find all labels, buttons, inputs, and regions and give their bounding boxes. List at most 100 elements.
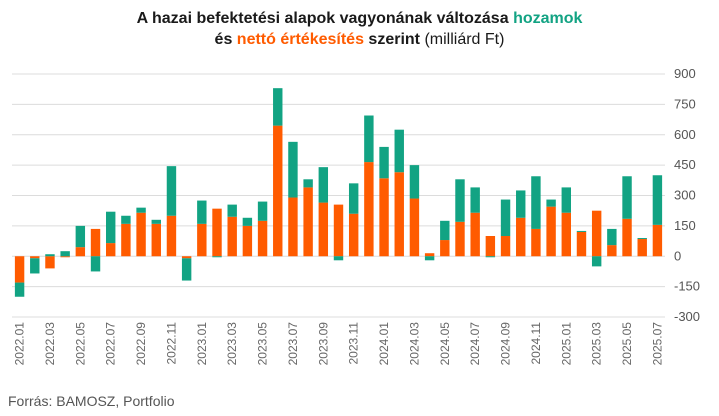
bar-hozamok-2022-08 (121, 215, 131, 224)
bar-netto_ertekesites-2023-12 (364, 162, 374, 257)
title-line-1: A hazai befektetési alapok vagyonának vá… (0, 8, 719, 29)
x-tick-label: 2023.05 (256, 322, 270, 366)
bar-hozamok-2022-09 (136, 207, 146, 213)
bar-netto_ertekesites-2024-05 (440, 240, 450, 257)
x-tick-label: 2022.01 (13, 322, 27, 366)
x-tick-label: 2025.01 (559, 322, 573, 366)
bar-hozamok-2022-12 (181, 258, 192, 281)
bar-netto_ertekesites-2023-03 (227, 216, 237, 257)
bar-hozamok-2024-06 (455, 179, 465, 222)
bar-netto_ertekesites-2023-06 (273, 125, 283, 257)
bar-hozamok-2022-07 (106, 211, 116, 244)
bar-netto_ertekesites-2022-04 (60, 256, 70, 258)
y-tick-labels: -300 -150 0 150 300 450 600 750 900 (674, 66, 700, 324)
x-tick-label: 2022.07 (104, 322, 118, 366)
x-tick-label: 2022.11 (164, 322, 178, 365)
bar-netto_ertekesites-2025-03 (591, 210, 602, 257)
bar-netto_ertekesites-2024-09 (500, 236, 511, 257)
bar-hozamok-2024-11 (531, 176, 541, 229)
bar-hozamok-2023-12 (364, 115, 374, 163)
y-tick-label: 450 (674, 157, 696, 172)
x-tick-label: 2023.01 (195, 322, 209, 366)
bar-hozamok-2023-02 (212, 256, 222, 258)
bar-hozamok-2023-06 (273, 88, 283, 126)
x-tick-label: 2025.07 (650, 322, 664, 366)
bar-netto_ertekesites-2023-10 (333, 204, 344, 257)
bar-hozamok-2025-05 (622, 176, 632, 219)
bar-netto_ertekesites-2025-04 (607, 245, 617, 257)
title-highlight-hozamok: hozamok (513, 10, 583, 27)
y-tick-label: 900 (674, 66, 696, 81)
bar-hozamok-2023-03 (227, 204, 237, 217)
bar-netto_ertekesites-2023-07 (288, 197, 298, 257)
bar-netto_ertekesites-2024-04 (424, 253, 435, 257)
bar-hozamok-2022-03 (45, 254, 55, 257)
bar-netto_ertekesites-2022-11 (166, 215, 177, 257)
x-tick-label: 2024.09 (499, 322, 513, 366)
bar-netto_ertekesites-2025-07 (652, 224, 663, 257)
bar-hozamok-2023-08 (303, 179, 313, 188)
bar-netto_ertekesites-2024-07 (470, 212, 480, 257)
bar-hozamok-2024-08 (485, 256, 496, 258)
bar-hozamok-2025-03 (591, 256, 602, 267)
bar-netto_ertekesites-2025-02 (576, 231, 587, 257)
bar-hozamok-2024-07 (470, 187, 480, 213)
bar-hozamok-2025-01 (561, 187, 571, 213)
bar-netto_ertekesites-2023-08 (303, 187, 313, 257)
bar-netto_ertekesites-2024-11 (531, 228, 541, 257)
y-tick-label: 300 (674, 188, 696, 203)
title-start-2: és (214, 31, 233, 48)
bar-hozamok-2023-07 (288, 141, 298, 198)
bar-hozamok-2024-01 (379, 146, 389, 179)
bar-hozamok-2023-01 (197, 200, 207, 224)
bar-netto_ertekesites-2024-06 (455, 221, 465, 257)
bar-netto_ertekesites-2023-09 (318, 202, 329, 257)
bar-netto_ertekesites-2024-10 (516, 217, 526, 257)
bar-netto_ertekesites-2024-12 (546, 206, 556, 257)
y-tick-label: -300 (674, 309, 700, 324)
bar-hozamok-2023-05 (257, 201, 268, 221)
x-tick-label: 2023.09 (316, 322, 330, 366)
bar-netto_ertekesites-2022-07 (106, 243, 116, 257)
bar-netto_ertekesites-2025-05 (622, 218, 632, 257)
bar-hozamok-2022-05 (75, 225, 86, 248)
bar-hozamok-2024-03 (409, 165, 420, 199)
x-tick-label: 2024.01 (377, 322, 391, 366)
bar-netto_ertekesites-2024-01 (379, 178, 389, 257)
x-tick-label: 2023.11 (347, 322, 361, 365)
title-main-2: szerint (368, 31, 420, 48)
bar-hozamok-2022-04 (60, 251, 70, 257)
bar-netto_ertekesites-2022-09 (136, 212, 146, 257)
bar-hozamok-2022-11 (166, 166, 177, 216)
bar-hozamok-2023-09 (318, 167, 329, 203)
bar-netto_ertekesites-2024-03 (409, 198, 420, 257)
bar-hozamok-2024-04 (424, 256, 435, 261)
bar-hozamok-2024-02 (394, 129, 404, 173)
bar-hozamok-2022-02 (30, 258, 40, 274)
bar-netto_ertekesites-2023-04 (242, 225, 253, 257)
bar-netto_ertekesites-2022-05 (75, 247, 86, 257)
bar-netto_ertekesites-2022-03 (45, 256, 55, 269)
bar-netto_ertekesites-2022-01 (14, 256, 25, 283)
bar-netto_ertekesites-2025-01 (561, 212, 571, 257)
bar-hozamok-2022-01 (14, 282, 25, 297)
y-tick-label: 750 (674, 96, 696, 111)
bar-netto_ertekesites-2022-12 (181, 256, 192, 259)
bar-hozamok-2022-10 (151, 219, 161, 224)
title-line-2: és nettó értékesítés szerint (milliárd F… (0, 29, 719, 50)
source-note: Forrás: BAMOSZ, Portfolio (8, 393, 175, 409)
bar-hozamok-2025-07 (652, 175, 663, 225)
bar-netto_ertekesites-2023-11 (348, 213, 359, 257)
x-tick-labels: 2022.01 2022.03 2022.05 2022.07 2022.09 2022.… (13, 322, 665, 366)
bar-hozamok-2025-02 (576, 230, 587, 232)
bar-hozamok-2024-12 (546, 199, 556, 207)
x-tick-label: 2022.05 (73, 322, 87, 366)
bar-netto_ertekesites-2022-08 (121, 223, 131, 257)
chart-title: A hazai befektetési alapok vagyonának vá… (0, 8, 719, 50)
bar-hozamok-2023-04 (242, 217, 253, 226)
x-tick-label: 2024.05 (438, 322, 452, 366)
bars (14, 88, 663, 297)
x-tick-label: 2025.03 (590, 322, 604, 366)
x-tick-label: 2022.03 (43, 322, 57, 366)
